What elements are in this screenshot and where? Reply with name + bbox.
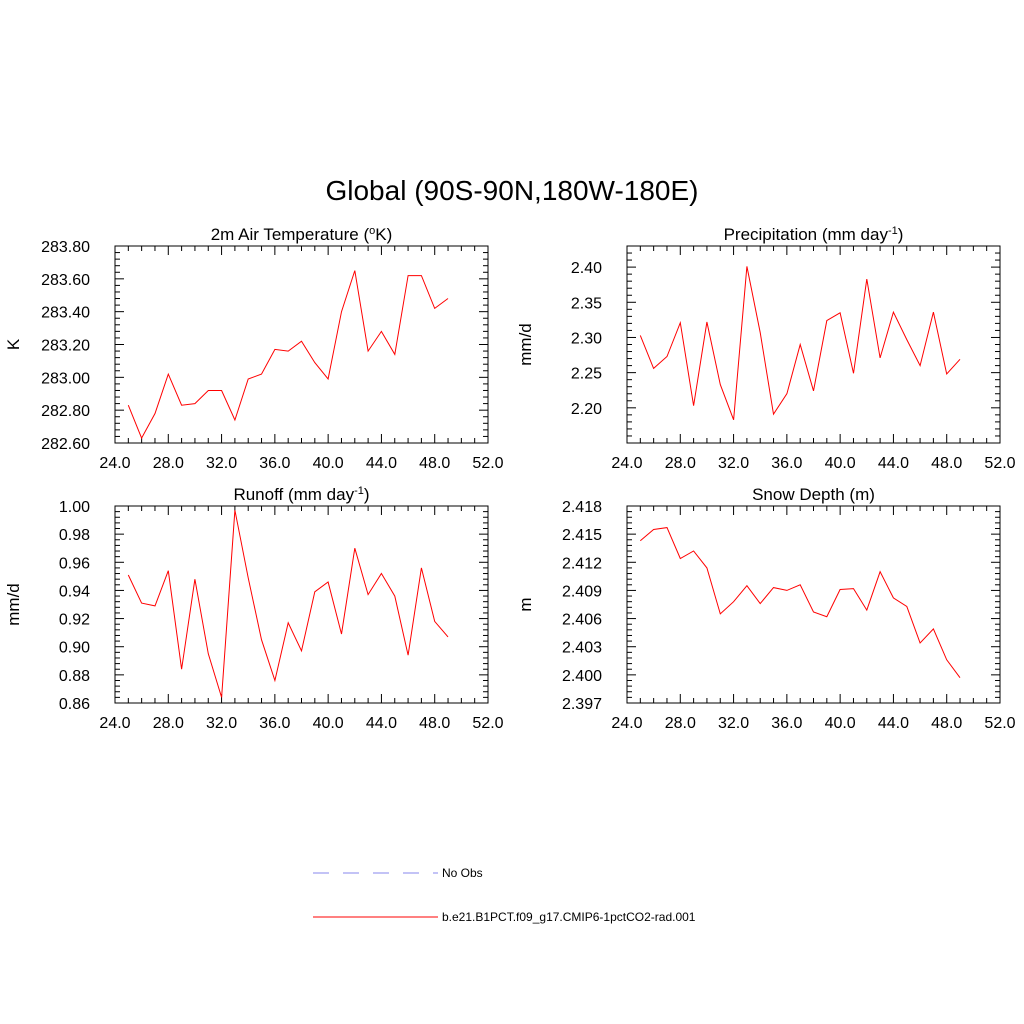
y-tick-label: 2.20 bbox=[571, 401, 602, 418]
x-tick-label: 24.0 bbox=[611, 715, 642, 732]
x-tick-label: 48.0 bbox=[419, 715, 450, 732]
x-tick-label: 24.0 bbox=[611, 455, 642, 472]
y-tick-label: 283.60 bbox=[41, 272, 90, 289]
y-tick-label: 2.30 bbox=[571, 330, 602, 347]
x-tick-label: 28.0 bbox=[665, 455, 696, 472]
x-tick-label: 40.0 bbox=[825, 455, 856, 472]
chart-title: Runoff (mm day-1) bbox=[233, 485, 369, 504]
x-tick-label: 28.0 bbox=[153, 455, 184, 472]
x-tick-label: 40.0 bbox=[825, 715, 856, 732]
y-tick-label: 0.98 bbox=[59, 527, 90, 544]
y-tick-label: 2.406 bbox=[562, 612, 602, 629]
x-tick-label: 32.0 bbox=[718, 715, 749, 732]
x-tick-label: 36.0 bbox=[771, 455, 802, 472]
x-tick-label: 44.0 bbox=[366, 715, 397, 732]
x-tick-label: 52.0 bbox=[472, 455, 503, 472]
plot-frame bbox=[114, 245, 489, 444]
y-tick-label: 2.418 bbox=[562, 499, 602, 516]
series-line bbox=[127, 270, 449, 440]
x-tick-label: 36.0 bbox=[259, 455, 290, 472]
y-tick-label: 282.60 bbox=[41, 436, 90, 453]
y-axis-label: K bbox=[4, 338, 23, 350]
plot-frame bbox=[626, 505, 1001, 704]
y-tick-label: 2.403 bbox=[562, 640, 602, 657]
x-tick-label: 32.0 bbox=[718, 455, 749, 472]
y-tick-label: 0.92 bbox=[59, 612, 90, 629]
y-axis-label: mm/d bbox=[4, 583, 23, 626]
y-tick-label: 283.80 bbox=[41, 239, 90, 256]
series-line bbox=[639, 266, 961, 420]
y-tick-label: 283.20 bbox=[41, 338, 90, 355]
y-tick-label: 0.86 bbox=[59, 696, 90, 713]
x-tick-label: 48.0 bbox=[931, 455, 962, 472]
x-tick-label: 44.0 bbox=[878, 455, 909, 472]
y-tick-label: 2.415 bbox=[562, 527, 602, 544]
y-tick-label: 2.397 bbox=[562, 696, 602, 713]
x-tick-label: 48.0 bbox=[931, 715, 962, 732]
chart-title: Precipitation (mm day-1) bbox=[724, 225, 904, 244]
y-tick-label: 2.400 bbox=[562, 668, 602, 685]
y-tick-label: 0.88 bbox=[59, 668, 90, 685]
chart-panel-1: Precipitation (mm day-1) mm/d 24.0 28.0 32.0… bbox=[516, 225, 1016, 472]
legend-label-no-obs: No Obs bbox=[442, 866, 483, 880]
chart-title: 2m Air Temperature (oK) bbox=[211, 225, 393, 244]
x-tick-label: 52.0 bbox=[472, 715, 503, 732]
x-tick-label: 28.0 bbox=[665, 715, 696, 732]
y-tick-label: 283.40 bbox=[41, 305, 90, 322]
panels: 2m Air Temperature (oK) K 24.0 28.0 32.0 36.0… bbox=[4, 225, 1016, 732]
x-tick-label: 24.0 bbox=[99, 455, 130, 472]
x-tick-label: 40.0 bbox=[313, 715, 344, 732]
legend: No Obs b.e21.B1PCT.f09_g17.CMIP6-1pctCO2… bbox=[313, 866, 696, 924]
legend-label-model: b.e21.B1PCT.f09_g17.CMIP6-1pctCO2-rad.00… bbox=[442, 910, 696, 924]
x-tick-label: 28.0 bbox=[153, 715, 184, 732]
y-tick-label: 2.25 bbox=[571, 366, 602, 383]
x-tick-label: 52.0 bbox=[984, 455, 1015, 472]
x-tick-label: 52.0 bbox=[984, 715, 1015, 732]
y-tick-label: 0.94 bbox=[59, 583, 90, 600]
y-tick-label: 1.00 bbox=[59, 499, 90, 516]
y-tick-label: 0.96 bbox=[59, 555, 90, 572]
x-tick-label: 40.0 bbox=[313, 455, 344, 472]
x-tick-label: 44.0 bbox=[878, 715, 909, 732]
y-tick-label: 2.40 bbox=[571, 260, 602, 277]
plot-frame bbox=[626, 245, 1001, 444]
y-tick-label: 0.90 bbox=[59, 640, 90, 657]
y-tick-label: 283.00 bbox=[41, 370, 90, 387]
figure-title: Global (90S-90N,180W-180E) bbox=[325, 175, 698, 206]
y-tick-label: 2.412 bbox=[562, 555, 602, 572]
x-tick-label: 32.0 bbox=[206, 715, 237, 732]
series-line bbox=[127, 510, 449, 698]
x-tick-label: 48.0 bbox=[419, 455, 450, 472]
x-tick-label: 32.0 bbox=[206, 455, 237, 472]
x-tick-label: 36.0 bbox=[771, 715, 802, 732]
chart-panel-0: 2m Air Temperature (oK) K 24.0 28.0 32.0 36.0… bbox=[4, 225, 504, 472]
plot-frame bbox=[114, 505, 489, 704]
y-tick-label: 282.80 bbox=[41, 403, 90, 420]
y-tick-label: 2.35 bbox=[571, 295, 602, 312]
x-tick-label: 36.0 bbox=[259, 715, 290, 732]
chart-panel-3: Snow Depth (m) m 24.0 28.0 32.0 36.0 40.0 44.0 4… bbox=[516, 485, 1016, 732]
chart-panel-2: Runoff (mm day-1) mm/d 24.0 28.0 32.0 36.0 40.… bbox=[4, 485, 504, 732]
y-axis-label: mm/d bbox=[516, 323, 535, 366]
y-axis-label: m bbox=[516, 597, 535, 611]
series-line bbox=[639, 527, 961, 678]
x-tick-label: 24.0 bbox=[99, 715, 130, 732]
y-tick-label: 2.409 bbox=[562, 583, 602, 600]
chart-title: Snow Depth (m) bbox=[752, 485, 875, 504]
x-tick-label: 44.0 bbox=[366, 455, 397, 472]
